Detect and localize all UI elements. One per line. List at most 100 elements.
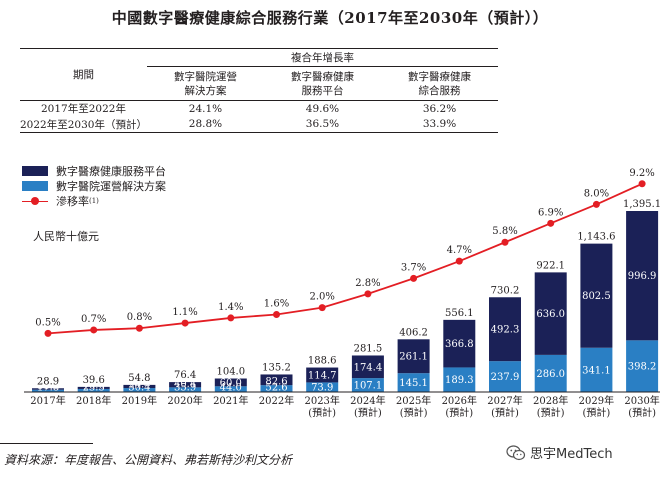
rate-label: 0.7% <box>81 314 106 325</box>
data-label-hospital: 44.0 <box>220 383 242 394</box>
bar-platform <box>306 367 339 383</box>
data-label-total: 1,143.6 <box>577 232 615 243</box>
column-header-hospital: 數字醫院運營 解決方案 <box>173 70 237 97</box>
bar-hospital <box>306 382 339 392</box>
bar-hospital <box>397 373 430 392</box>
legend-swatch-platform <box>22 165 48 176</box>
rate-point <box>501 238 509 246</box>
x-tick-label: 2018年 <box>76 394 111 407</box>
rate-point <box>135 324 143 332</box>
x-tick-label: (預計) <box>445 406 473 419</box>
data-label-platform: 114.7 <box>308 370 337 381</box>
data-label-platform: 174.4 <box>354 362 383 373</box>
unit-label: 人民幣十億元 <box>33 230 99 243</box>
table-row: 2017年至2022年 24.1% 49.6% 36.2% <box>20 100 498 117</box>
period-header: 期間 <box>20 48 147 101</box>
watermark-text: 思宇MedTech <box>530 447 613 462</box>
x-tick-label: (預計) <box>400 406 428 419</box>
rate-label: 6.9% <box>538 207 563 218</box>
data-label-total: 135.2 <box>262 362 291 373</box>
data-label-platform: 492.3 <box>491 325 520 336</box>
data-label-platform: 996.9 <box>628 271 657 282</box>
bar-platform <box>260 374 293 386</box>
cagr-value: 36.2% <box>380 100 498 117</box>
data-label-total: 39.6 <box>83 375 105 386</box>
cagr-value: 36.5% <box>263 116 381 133</box>
rate-label: 5.8% <box>492 226 517 237</box>
rate-point <box>592 200 600 208</box>
cagr-value: 49.6% <box>263 100 381 117</box>
source-divider <box>0 443 93 444</box>
cagr-value: 33.9% <box>380 116 498 133</box>
data-label-hospital: 30.4 <box>128 383 150 394</box>
rate-label: 0.5% <box>35 317 60 328</box>
x-tick-label: 2019年 <box>122 394 157 407</box>
bar-hospital <box>77 388 110 392</box>
cagr-value: 28.8% <box>146 116 264 133</box>
data-label-hospital: 73.9 <box>311 383 333 394</box>
rate-label: 0.8% <box>127 312 152 323</box>
rate-label: 4.7% <box>447 245 472 256</box>
x-tick-label: 2023年 <box>304 394 339 407</box>
x-tick-label: 2021年 <box>213 394 248 407</box>
rate-point <box>547 219 555 227</box>
legend-label-rate: 滲移率 <box>56 194 89 208</box>
data-label-total: 104.0 <box>216 367 245 378</box>
bar-hospital <box>580 347 613 392</box>
bar-platform <box>77 386 110 389</box>
rate-point <box>318 304 326 312</box>
rate-line <box>47 182 643 335</box>
bar-hospital <box>214 386 247 392</box>
rate-point <box>410 274 418 282</box>
x-tick-label: (預計) <box>491 406 519 419</box>
legend-item-platform: 數字醫療健康服務平台 <box>22 163 166 178</box>
x-tick-label: (預計) <box>628 406 656 419</box>
rate-label: 3.7% <box>401 262 426 273</box>
rate-label: 2.0% <box>309 292 334 303</box>
data-label-total: 406.2 <box>399 327 428 338</box>
bar-platform <box>397 339 430 374</box>
data-label-platform: 802.5 <box>582 291 611 302</box>
legend-label-platform: 數字醫療健康服務平台 <box>56 164 166 178</box>
bar-hospital <box>489 361 521 392</box>
bar-platform <box>534 272 567 355</box>
rate-point <box>227 314 235 322</box>
x-tick-label: 2024年 <box>350 394 385 407</box>
x-tick-label: 2028年 <box>533 394 568 407</box>
bar-hospital <box>443 367 476 392</box>
row-period: 2017年至2022年 <box>20 100 147 117</box>
data-label-total: 1,395.1 <box>623 199 660 210</box>
bar-hospital <box>32 389 64 392</box>
data-label-hospital: 17.8 <box>37 383 59 394</box>
column-header-platform: 數字醫療健康 服務平台 <box>290 70 354 97</box>
rate-label: 1.1% <box>172 307 197 318</box>
x-tick-label: (預計) <box>354 406 382 419</box>
legend-item-rate: 滲移率 (1) <box>22 193 166 208</box>
bar-hospital <box>260 385 293 392</box>
table-row: 2022年至2030年（預計） 28.8% 36.5% 33.9% <box>20 116 498 133</box>
bar-hospital <box>626 340 659 392</box>
rate-label: 1.6% <box>264 298 289 309</box>
bar-platform <box>169 382 202 388</box>
x-tick-label: 2026年 <box>442 394 477 407</box>
rate-label: 1.4% <box>218 302 243 313</box>
data-label-total: 730.2 <box>491 285 520 296</box>
data-label-hospital: 23.5 <box>83 383 105 394</box>
bar-platform <box>351 355 384 379</box>
data-label-hospital: 107.1 <box>354 381 383 392</box>
data-label-platform: 24.4 <box>128 380 150 391</box>
data-label-total: 922.1 <box>536 260 565 271</box>
bar-platform <box>489 297 521 362</box>
bar-platform <box>580 243 613 348</box>
data-label-hospital: 189.3 <box>445 375 474 386</box>
cagr-table: 期間 複合年增長率 數字醫院運營 解決方案 數字醫療健康 服務平台 數字醫療健康… <box>20 48 498 133</box>
rate-point <box>44 329 52 337</box>
x-tick-label: 2029年 <box>579 394 614 407</box>
watermark: 思宇MedTech <box>506 443 613 462</box>
legend-swatch-hospital <box>22 180 48 191</box>
data-label-platform: 636.0 <box>536 309 565 320</box>
legend-line-marker-icon <box>22 196 48 206</box>
data-label-platform: 82.6 <box>265 377 287 388</box>
data-label-total: 28.9 <box>37 376 59 387</box>
data-label-platform: 11.0 <box>37 381 59 392</box>
